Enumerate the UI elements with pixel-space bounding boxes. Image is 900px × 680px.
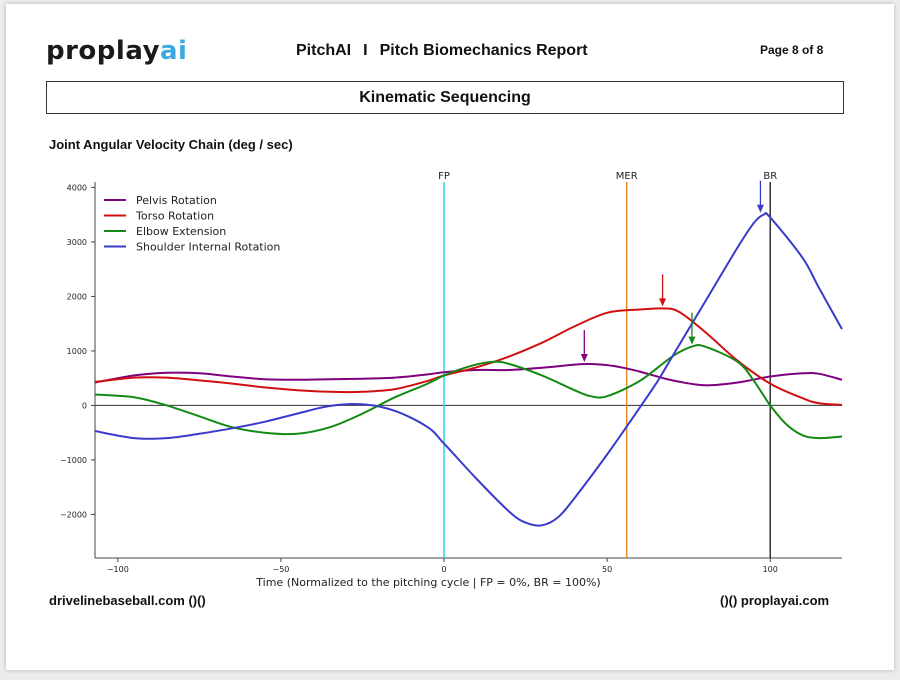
y-tick-label: −2000 xyxy=(60,510,87,519)
y-tick-label: 4000 xyxy=(67,183,87,192)
event-label-fp: FP xyxy=(438,171,450,182)
series-line-pelvis-rotation xyxy=(94,362,843,387)
report-header-title: PitchAI I Pitch Biomechanics Report xyxy=(296,42,588,60)
y-tick-label: 3000 xyxy=(67,238,87,247)
legend-label: Pelvis Rotation xyxy=(136,194,217,207)
x-tick-label: 100 xyxy=(763,565,778,574)
report-title: Pitch Biomechanics Report xyxy=(379,42,588,59)
header-separator: I xyxy=(363,42,368,59)
legend-label: Torso Rotation xyxy=(135,210,214,223)
series-line-elbow-extension xyxy=(94,343,843,440)
peak-arrow-head xyxy=(659,298,667,307)
x-tick-label: −100 xyxy=(107,565,129,574)
y-tick-label: −1000 xyxy=(60,456,87,465)
x-tick-label: −50 xyxy=(272,565,289,574)
logo-main: proplay xyxy=(46,36,161,66)
x-axis-label: Time (Normalized to the pitching cycle |… xyxy=(255,576,600,589)
report-app-name: PitchAI xyxy=(296,42,352,59)
section-title-box: Kinematic Sequencing xyxy=(46,81,844,114)
event-label-mer: MER xyxy=(616,171,638,182)
x-tick-label: 0 xyxy=(441,565,446,574)
section-title: Kinematic Sequencing xyxy=(359,88,531,106)
series-line-shoulder-internal-rotation xyxy=(94,212,843,527)
report-page xyxy=(6,4,894,670)
legend-label: Shoulder Internal Rotation xyxy=(136,241,280,254)
y-tick-label: 1000 xyxy=(67,347,87,356)
event-label-br: BR xyxy=(763,171,777,182)
footer-right-text: ()() proplayai.com xyxy=(720,593,830,608)
proplayai-logo: proplayai xyxy=(46,36,187,66)
peak-arrow-head xyxy=(756,204,764,213)
peak-arrow-head xyxy=(688,336,696,345)
logo-accent: ai xyxy=(160,36,188,66)
y-tick-label: 2000 xyxy=(67,292,87,301)
peak-arrow-head xyxy=(580,354,588,363)
footer-left-text: drivelinebaseball.com ()() xyxy=(49,593,206,608)
chart-heading: Joint Angular Velocity Chain (deg / sec) xyxy=(49,137,293,152)
legend-label: Elbow Extension xyxy=(136,225,226,238)
x-tick-label: 50 xyxy=(602,565,612,574)
y-tick-label: 0 xyxy=(82,401,87,410)
page-indicator: Page 8 of 8 xyxy=(760,43,824,57)
